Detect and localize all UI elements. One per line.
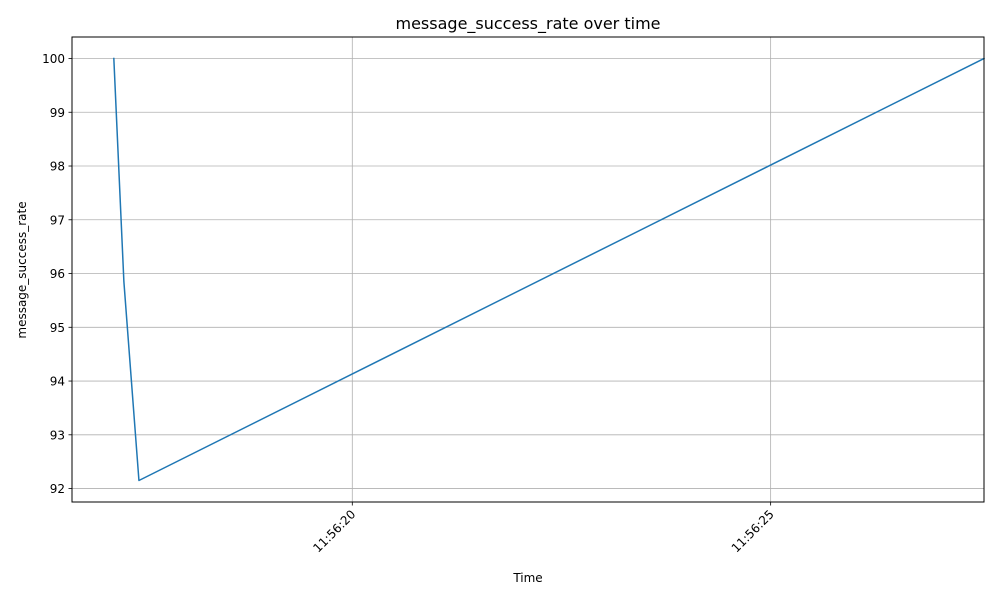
y-tick-label: 94 (50, 375, 65, 389)
x-axis-label: Time (512, 571, 542, 585)
grid-lines (72, 37, 984, 502)
y-tick-label: 98 (50, 160, 65, 174)
chart-title: message_success_rate over time (396, 14, 661, 34)
y-tick-label: 92 (50, 482, 65, 496)
series-line (113, 57, 986, 482)
y-tick-label: 99 (50, 106, 65, 120)
plot-frame (71, 36, 985, 503)
y-tick-label: 96 (50, 267, 65, 281)
y-tick-label: 97 (50, 213, 65, 227)
y-axis-label: message_success_rate (15, 201, 29, 338)
y-tick-label: 93 (50, 428, 65, 442)
y-tick-label: 100 (42, 52, 65, 66)
y-tick-label: 95 (50, 321, 65, 335)
y-axis-ticks: 92 93 94 95 96 97 98 99 100 (42, 52, 72, 496)
series-layer (113, 57, 986, 482)
